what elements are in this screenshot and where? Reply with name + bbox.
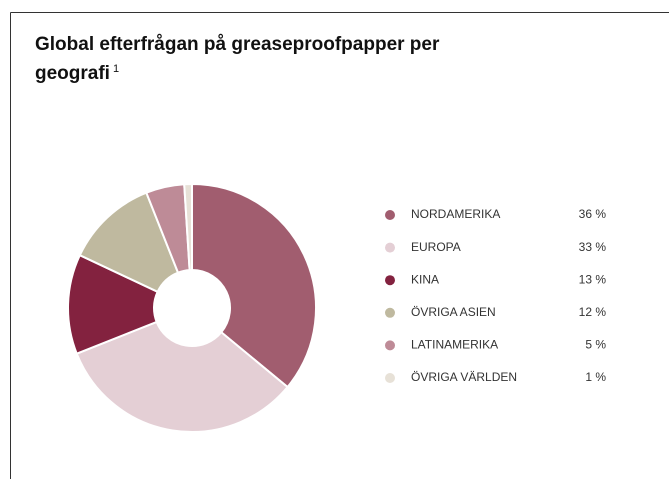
legend-swatch [385,373,395,383]
legend-swatch [385,210,395,220]
legend-swatch [385,307,395,318]
legend-value: 12 % [579,305,607,319]
legend-value: 1 % [585,370,606,384]
chart-title: Global efterfrågan på greaseproofpapper … [35,34,440,84]
legend-value: 33 % [579,240,607,254]
legend-label: NORDAMERIKA [411,207,500,221]
legend-label: ÖVRIGA VÄRLDEN [411,370,517,384]
legend-swatch [385,340,395,351]
slice [191,182,317,389]
legend-swatch [385,275,395,286]
legend-value: 13 % [579,272,607,286]
slice [78,191,180,294]
slice [75,320,289,433]
legend-value: 36 % [579,207,607,221]
legend-swatch [385,242,395,253]
title-note: 1 [112,63,120,75]
legend-value: 5 % [585,338,606,352]
legend-label: ÖVRIGA ASIEN [411,305,496,319]
chart-title-block: Global efterfrågan på greaseproofpapper … [35,33,475,86]
legend-label: LATINAMERIKA [411,338,498,352]
legend-label: EUROPA [411,240,461,254]
slice [183,182,193,272]
legend-label: KINA [411,272,439,286]
